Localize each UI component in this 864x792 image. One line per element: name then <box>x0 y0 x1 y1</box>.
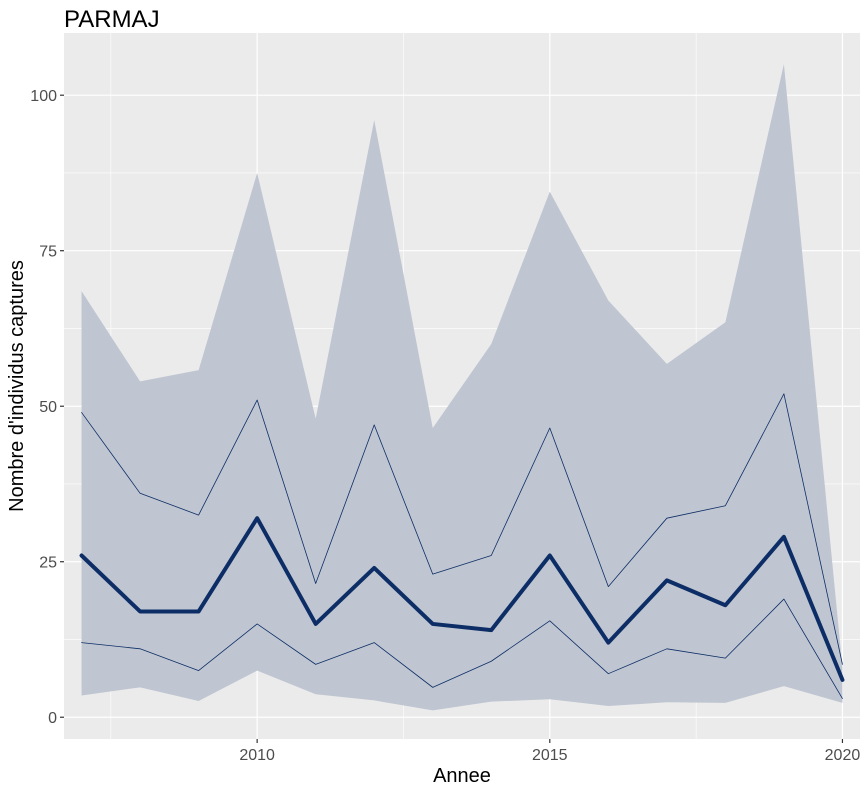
y-tick-label: 50 <box>39 399 57 416</box>
series-lines <box>79 393 845 699</box>
y-tick-label: 75 <box>39 244 57 261</box>
x-tick-label: 2010 <box>239 747 275 764</box>
x-axis-ticks: 2010 2015 2020 <box>239 739 860 764</box>
y-tick-label: 25 <box>39 555 57 572</box>
chart-title: PARMAJ <box>64 6 160 33</box>
y-axis-label: Nombre d'individus captures <box>6 260 28 512</box>
y-axis-ticks: 0 25 50 75 100 <box>30 88 64 727</box>
ribbon-bands <box>81 64 843 711</box>
x-axis-label: Annee <box>433 765 491 787</box>
median-line <box>79 516 845 682</box>
y-tick-label: 100 <box>30 88 57 105</box>
x-tick-label: 2020 <box>825 747 861 764</box>
y-tick-label: 0 <box>48 710 57 727</box>
outer-ribbon-band <box>81 64 843 711</box>
inner-upper-line <box>81 393 843 665</box>
inner-lower-line <box>81 598 843 699</box>
x-tick-label: 2015 <box>532 747 568 764</box>
major-gridlines <box>64 33 860 739</box>
